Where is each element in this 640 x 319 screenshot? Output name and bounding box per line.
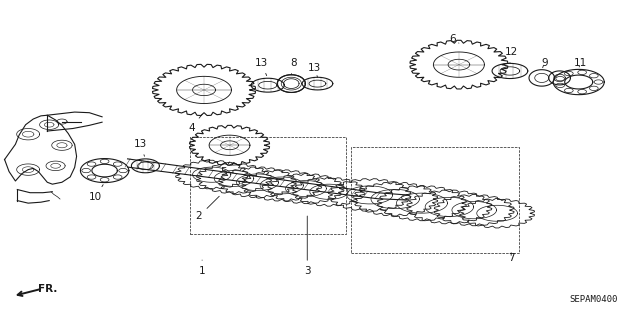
Text: 10: 10 [89, 185, 103, 202]
Text: SEPAM0400: SEPAM0400 [570, 295, 618, 304]
Text: 13: 13 [134, 139, 147, 156]
Text: 4: 4 [188, 114, 202, 133]
Text: 13: 13 [308, 63, 321, 77]
Bar [190, 137, 346, 234]
Text: 6: 6 [449, 34, 459, 44]
Text: 7: 7 [508, 253, 515, 263]
Text: FR.: FR. [38, 284, 58, 294]
Text: 11: 11 [573, 58, 587, 68]
Text: 5: 5 [220, 162, 230, 176]
Text: 12: 12 [504, 47, 518, 63]
Text: 2: 2 [196, 196, 220, 221]
Text: 8: 8 [290, 58, 296, 75]
Text: 3: 3 [304, 216, 310, 276]
Bar [351, 147, 520, 253]
Text: 9: 9 [541, 58, 548, 68]
Text: 1: 1 [199, 260, 205, 276]
Text: 13: 13 [255, 58, 268, 76]
